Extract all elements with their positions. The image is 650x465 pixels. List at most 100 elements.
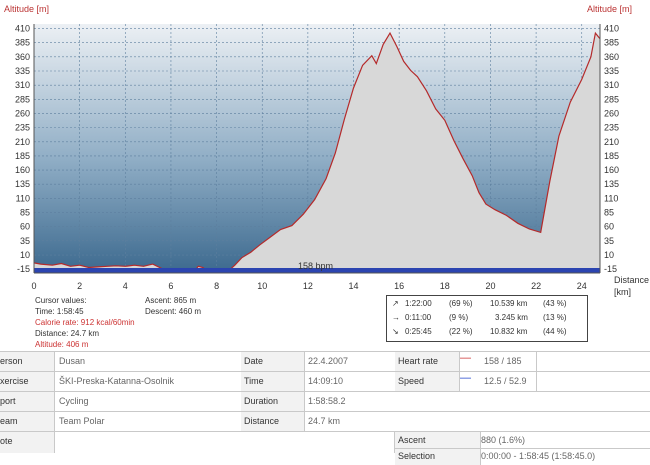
stat-dist: 3.245 km	[495, 313, 528, 322]
team-value: Team Polar	[55, 411, 245, 431]
y-ticks: -15 -15 10 10 35 35 60 60 85 85 110 110 135 135 160 160…	[15, 24, 619, 275]
y-tick-right: 60	[604, 222, 614, 232]
y-tick-right: 210	[604, 137, 619, 147]
arrow-right-icon: →	[392, 313, 400, 322]
cursor-title: Cursor values:	[35, 296, 87, 305]
x-axis-title-line1: Distance	[614, 275, 649, 285]
team-label: eam	[0, 411, 55, 431]
heart-rate-legend-icon: —	[460, 352, 471, 364]
exercise-info-table: erson Dusan Date 22.4.2007 Heart rate — …	[0, 351, 650, 465]
selection-value: 0:00:00 - 1:58:45 (1:58:45.0)	[481, 448, 650, 465]
stat-dist: 10.832 km	[490, 327, 528, 336]
person-label: erson	[0, 351, 55, 371]
y-tick-left: 335	[15, 66, 30, 76]
stat-pct: (22 %)	[449, 327, 473, 336]
selection-label: Selection	[395, 448, 481, 465]
x-tick: 2	[77, 281, 82, 291]
cursor-time: Time: 1:58:45	[35, 307, 84, 316]
ascent-value: 880 (1.6%)	[481, 431, 650, 448]
y-tick-left: -15	[17, 264, 30, 274]
y-tick-right: 85	[604, 208, 614, 218]
stat-time: 0:25:45	[405, 327, 432, 336]
exercise-label: xercise	[0, 371, 55, 391]
y-tick-right: 310	[604, 80, 619, 90]
x-tick: 12	[303, 281, 313, 291]
stat-dpct: (43 %)	[543, 299, 567, 308]
cursor-descent: Descent: 460 m	[145, 307, 202, 316]
heart-rate-bar	[34, 268, 600, 273]
arrow-up-right-icon: ↗	[392, 299, 399, 308]
y-tick-left: 85	[20, 208, 30, 218]
x-tick: 22	[531, 281, 541, 291]
y-tick-right: 110	[604, 193, 618, 203]
y-tick-left: 210	[15, 137, 30, 147]
x-axis-title-line2: [km]	[614, 287, 631, 297]
date-label: Date	[241, 351, 305, 371]
y-tick-right: 385	[604, 38, 619, 48]
stat-dpct: (13 %)	[543, 313, 567, 322]
stat-time: 0:11:00	[405, 313, 432, 322]
y-tick-left: 260	[15, 108, 30, 118]
stat-dpct: (44 %)	[543, 327, 567, 336]
note-label: ote	[0, 431, 55, 453]
y-tick-left: 10	[20, 250, 30, 260]
y-tick-right: 335	[604, 66, 619, 76]
ascent-label: Ascent	[395, 431, 481, 448]
altitude-line	[33, 31, 601, 274]
y-tick-left: 385	[15, 38, 30, 48]
y-tick-right: 410	[604, 24, 619, 34]
right-axis-title: Altitude [m]	[586, 4, 632, 14]
x-tick: 18	[440, 281, 450, 291]
arrow-down-right-icon: ↘	[392, 327, 399, 336]
altitude-area	[34, 33, 600, 273]
cursor-calorie: Calorie rate: 912 kcal/60min	[35, 318, 135, 327]
x-tick: 14	[349, 281, 359, 291]
x-tick: 4	[123, 281, 128, 291]
y-tick-left: 410	[15, 24, 30, 34]
person-value: Dusan	[55, 351, 245, 371]
empty-cell	[537, 351, 650, 371]
y-tick-right: 235	[604, 123, 619, 133]
stat-dist: 10.539 km	[490, 299, 528, 308]
x-tick: 8	[214, 281, 219, 291]
date-value: 22.4.2007	[305, 351, 397, 371]
distance-label: Distance	[241, 411, 305, 431]
heart-rate-value: 158 / 185	[484, 356, 522, 366]
speed-label: Speed	[395, 371, 460, 391]
stat-pct: (69 %)	[449, 299, 473, 308]
x-tick: 10	[257, 281, 267, 291]
y-tick-right: 160	[604, 165, 619, 175]
y-tick-left: 310	[15, 80, 30, 90]
cursor-ascent: Ascent: 865 m	[145, 296, 197, 305]
exercise-value: ŠKI-Preska-Katanna-Osolnik	[55, 371, 245, 391]
y-tick-left: 135	[15, 179, 30, 189]
x-tick: 6	[168, 281, 173, 291]
time-label: Time	[241, 371, 305, 391]
y-tick-right: 360	[604, 52, 619, 62]
duration-label: Duration	[241, 391, 305, 411]
left-axis-title: Altitude [m]	[4, 4, 50, 14]
x-tick: 20	[485, 281, 495, 291]
y-tick-right: 185	[604, 151, 619, 161]
sport-label: port	[0, 391, 55, 411]
heart-rate-label: 158 bpm	[298, 261, 333, 271]
y-tick-left: 285	[15, 94, 30, 104]
distance-value: 24.7 km	[305, 411, 397, 431]
stat-pct: (9 %)	[449, 313, 469, 322]
y-tick-right: 135	[604, 179, 619, 189]
duration-value: 1:58:58.2	[305, 391, 397, 411]
empty-cell	[395, 411, 650, 431]
note-value[interactable]	[55, 431, 395, 453]
y-tick-left: 360	[15, 52, 30, 62]
slope-stats-box: ↗ 1:22:00 (69 %) 10.539 km (43 %) → 0:11…	[386, 295, 588, 342]
y-tick-right: -15	[604, 264, 617, 274]
stat-time: 1:22:00	[405, 299, 432, 308]
empty-cell	[395, 391, 650, 411]
speed-cell: — 12.5 / 52.9	[460, 371, 537, 391]
speed-value: 12.5 / 52.9	[484, 376, 527, 386]
y-tick-left: 110	[16, 193, 30, 203]
y-tick-left: 160	[15, 165, 30, 175]
y-tick-right: 10	[604, 250, 614, 260]
y-tick-right: 35	[604, 236, 614, 246]
